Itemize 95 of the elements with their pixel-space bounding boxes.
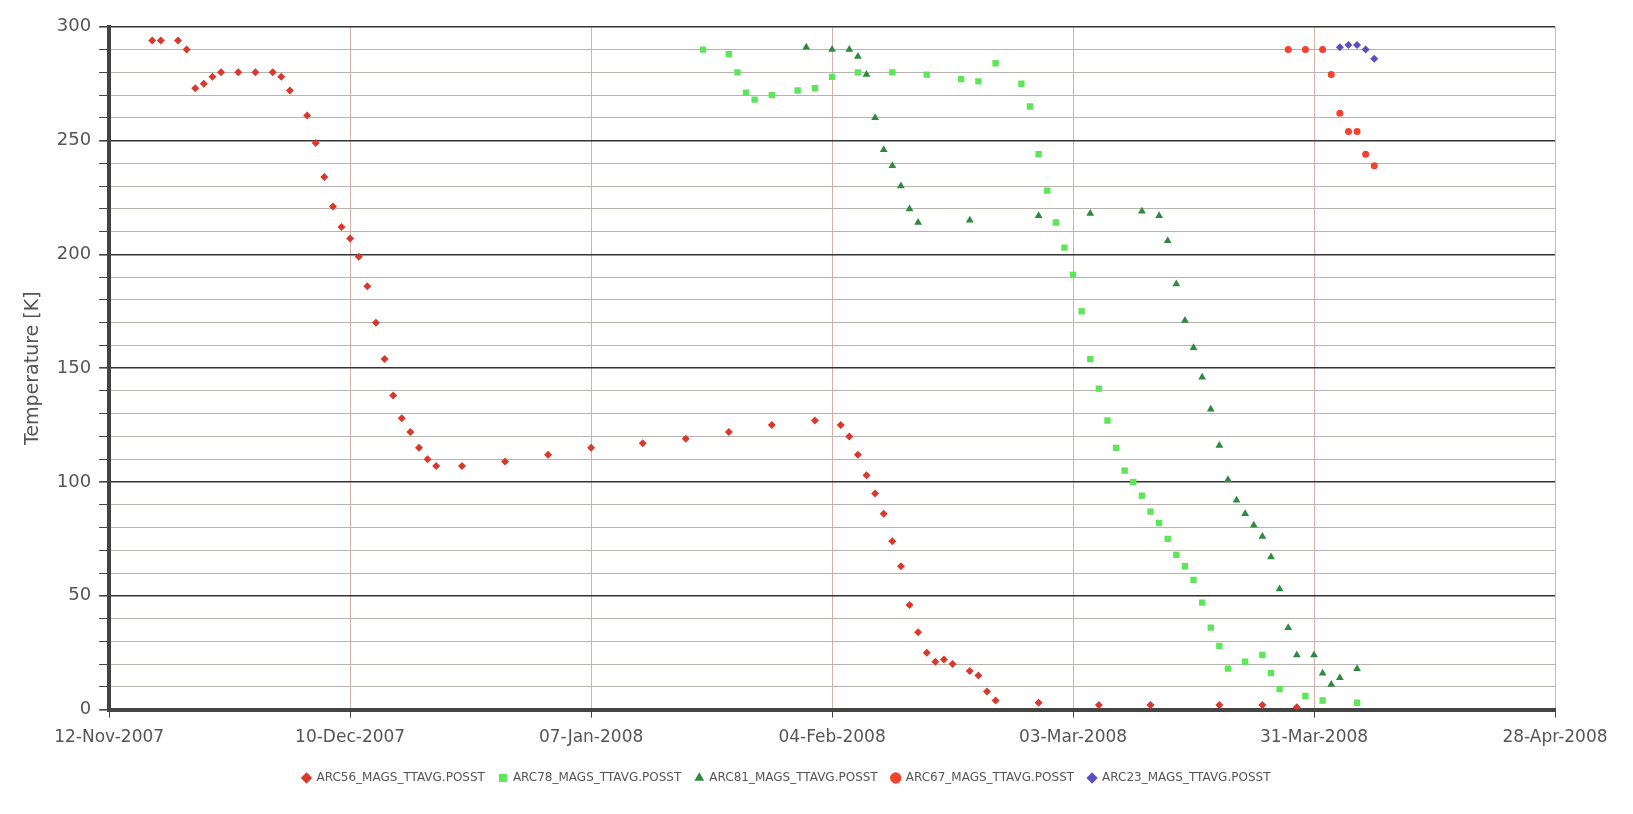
point: [854, 51, 862, 59]
point: [1044, 187, 1051, 194]
point: [1353, 664, 1361, 671]
point: [1344, 128, 1352, 135]
point: [1198, 372, 1207, 380]
point: [828, 45, 836, 52]
x-tick-label: 10-Dec-2007: [295, 726, 406, 747]
point: [1173, 551, 1180, 559]
x-tick-label: 03-Mar-2008: [1018, 726, 1128, 747]
point: [1292, 650, 1301, 658]
point: [1241, 509, 1250, 517]
point: [1147, 508, 1154, 515]
point: [1267, 552, 1275, 560]
legend-label: ARC81_MAGS_TTAVG.POSST: [709, 770, 879, 785]
point: [1275, 584, 1284, 592]
x-tick-label: 31-Mar-2008: [1259, 726, 1369, 747]
point: [1052, 219, 1060, 226]
point: [1086, 208, 1095, 216]
point: [1172, 279, 1181, 287]
point: [845, 45, 854, 52]
point: [1189, 343, 1198, 350]
point: [1335, 673, 1344, 680]
point: [1224, 665, 1232, 672]
point: [1216, 642, 1223, 650]
point: [1207, 624, 1214, 631]
point: [1284, 46, 1292, 54]
point: [699, 46, 707, 53]
y-tick-label: 200: [56, 242, 92, 264]
point: [905, 204, 914, 212]
point: [923, 71, 930, 78]
legend-label: ARC67_MAGS_TTAVG.POSST: [905, 770, 1075, 785]
x-tick-label: 12-Nov-2007: [54, 726, 165, 747]
point: [1362, 150, 1370, 158]
y-tick-label: 250: [56, 128, 92, 150]
point: [794, 87, 801, 94]
point: [879, 145, 888, 152]
point: [1327, 71, 1335, 79]
point: [1319, 46, 1327, 54]
point: [1018, 80, 1025, 87]
point: [1361, 45, 1370, 54]
point: [854, 69, 862, 76]
point: [1310, 650, 1318, 658]
point: [1061, 244, 1068, 251]
point: [1104, 417, 1111, 424]
point: [1224, 475, 1232, 482]
point: [1276, 685, 1283, 693]
point: [1078, 308, 1085, 315]
point: [1259, 651, 1266, 659]
y-axis-title: Temperature [K]: [20, 291, 43, 447]
y-tick-label: 150: [56, 355, 92, 377]
point: [1353, 41, 1362, 50]
point: [1034, 211, 1043, 218]
point: [862, 70, 871, 77]
y-tick-label: 0: [79, 697, 92, 719]
point: [888, 161, 897, 168]
point: [802, 42, 811, 50]
point: [734, 69, 741, 76]
point: [1302, 692, 1309, 700]
legend-label: ARC23_MAGS_TTAVG.POSST: [1102, 770, 1272, 785]
point: [914, 218, 923, 225]
point: [1353, 128, 1361, 135]
point: [1284, 623, 1293, 630]
point: [1370, 54, 1379, 63]
point: [1370, 162, 1378, 170]
point: [1155, 211, 1164, 218]
x-tick-label: 04-Feb-2008: [778, 726, 886, 747]
point: [889, 69, 896, 76]
point: [992, 60, 999, 67]
point: [1215, 441, 1224, 448]
point: [1121, 467, 1128, 474]
point: [1026, 103, 1034, 110]
point: [1327, 680, 1336, 687]
point: [1336, 109, 1344, 117]
point: [1035, 151, 1042, 158]
point: [751, 96, 758, 103]
y-tick-label: 300: [56, 14, 92, 36]
point: [1190, 576, 1197, 584]
legend-label: ARC56_MAGS_TTAVG.POSST: [316, 770, 486, 785]
point: [1344, 41, 1353, 50]
point: [871, 113, 880, 121]
y-tick-label: 50: [68, 583, 92, 605]
point: [1163, 236, 1172, 243]
x-tick-label: 28-Apr-2008: [1502, 726, 1608, 747]
point: [965, 215, 974, 223]
point: [1335, 43, 1344, 52]
point: [1319, 697, 1326, 704]
x-tick-label: 07-Jan-2008: [538, 726, 644, 747]
legend-label: ARC78_MAGS_TTAVG.POSST: [512, 770, 682, 785]
point: [1301, 46, 1309, 54]
point: [1181, 315, 1189, 323]
point: [1198, 599, 1206, 606]
y-tick-label: 100: [56, 469, 92, 491]
point: [975, 78, 982, 85]
point: [1138, 492, 1146, 499]
point: [1258, 532, 1267, 539]
